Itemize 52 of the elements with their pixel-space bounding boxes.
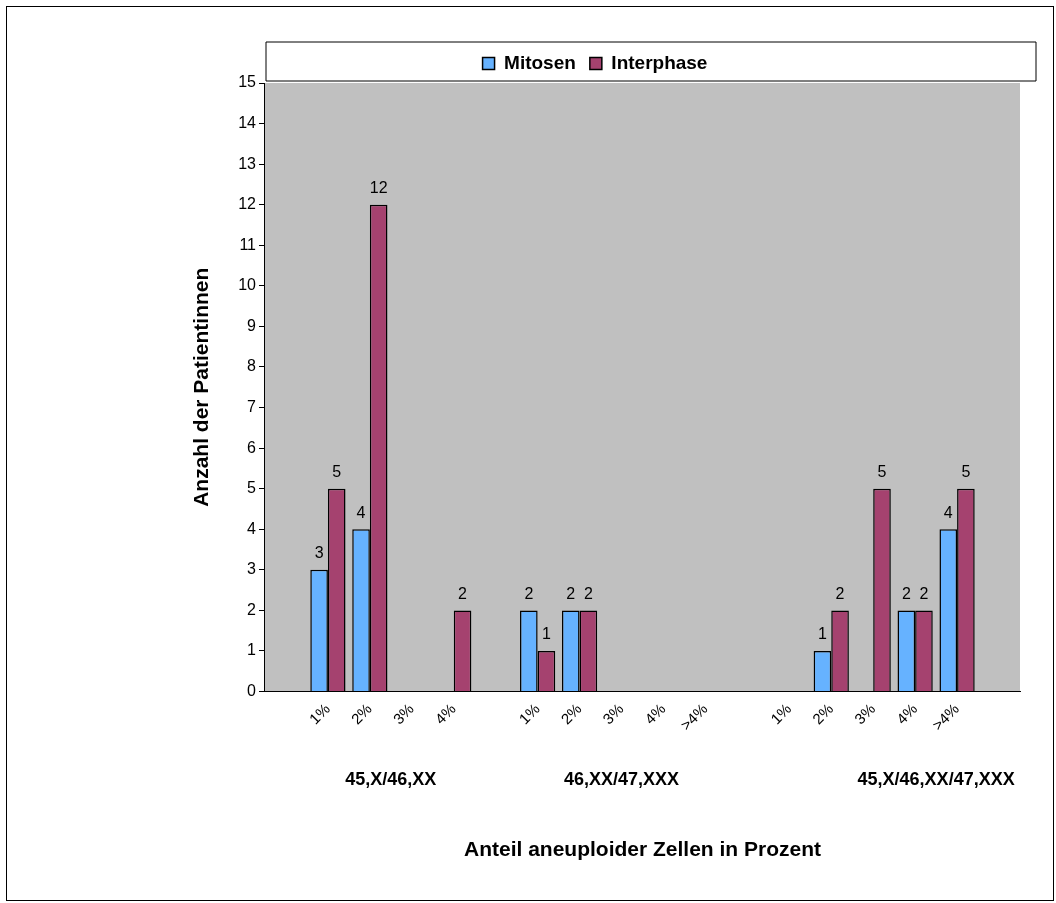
y-tick-label: 10 (238, 276, 257, 294)
data-label: 2 (458, 584, 468, 602)
y-tick-label: 13 (238, 154, 257, 172)
text: 45,X/46,XX/47,XXX (857, 768, 1015, 789)
data-label: 5 (332, 463, 342, 481)
data-label: 2 (524, 584, 534, 602)
x-tick-label: 4% (641, 699, 669, 728)
data-label: 2 (583, 584, 593, 602)
data-label: 2 (835, 584, 845, 602)
x-tick-label: 1% (515, 699, 543, 728)
y-tick-label: 5 (247, 479, 257, 497)
x-tick-label: 4% (892, 699, 921, 728)
x-tick-label: >4% (676, 699, 711, 734)
y-tick-label: 2 (247, 600, 257, 618)
y-tick-label: 11 (239, 235, 257, 253)
text: 46,XX/47,XXX (563, 768, 680, 789)
data-label: 2 (901, 584, 911, 602)
y-tick-label: 7 (247, 397, 257, 415)
y-tick-label: 8 (247, 357, 257, 375)
x-tick-label: 2% (808, 699, 837, 728)
x-tick-label: 3% (850, 699, 879, 728)
y-tick-label: 1 (247, 641, 257, 659)
text: 45,X/46,XX (345, 768, 437, 789)
data-label: 3 (314, 544, 324, 562)
y-tick-label: 12 (238, 195, 257, 213)
x-tick-label: 4% (431, 699, 459, 728)
y-tick-label: 0 (247, 681, 257, 699)
y-axis-title: Anzahl der Patientinnen (189, 267, 213, 507)
x-tick-label: 2% (347, 699, 375, 728)
x-tick-label: 3% (389, 699, 417, 728)
y-tick-label: 4 (247, 519, 257, 537)
y-tick-label: 6 (247, 438, 257, 456)
legend-label: Interphase (611, 51, 708, 73)
y-tick-label: 9 (247, 316, 257, 334)
x-tick-label: 2% (557, 699, 585, 728)
legend-label: Mitosen (504, 51, 576, 73)
data-label: 12 (369, 179, 388, 197)
data-label: 5 (961, 463, 971, 481)
y-tick-label: 15 (238, 73, 257, 91)
y-tick-label: 3 (247, 560, 257, 578)
data-label: 5 (877, 463, 887, 481)
x-tick-label: 1% (767, 699, 795, 728)
x-tick-label: 3% (599, 699, 627, 728)
data-label: 1 (817, 625, 827, 643)
x-tick-label: 1% (305, 699, 333, 728)
y-tick-label: 14 (238, 113, 257, 131)
data-label: 2 (566, 584, 576, 602)
data-label: 1 (541, 625, 551, 643)
data-label: 4 (943, 503, 953, 521)
x-axis-title: Anteil aneuploider Zellen in Prozent (463, 837, 822, 861)
data-label: 4 (356, 503, 366, 521)
data-label: 2 (919, 584, 929, 602)
